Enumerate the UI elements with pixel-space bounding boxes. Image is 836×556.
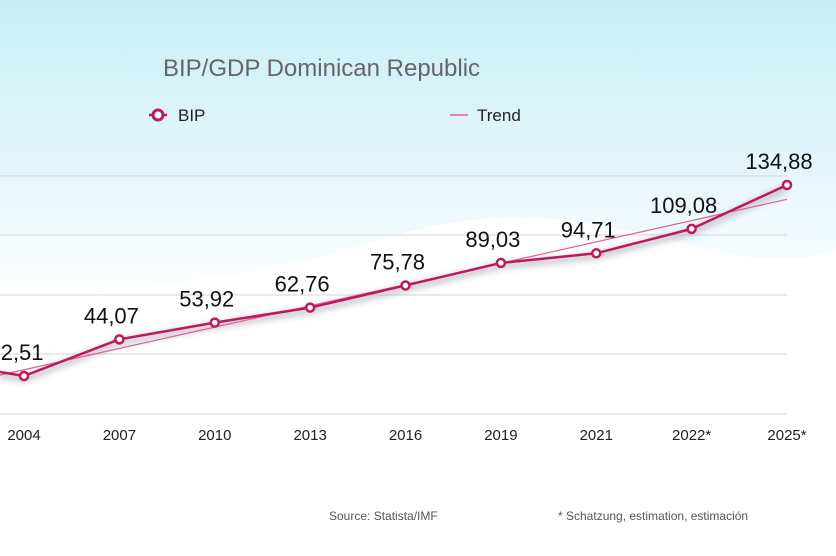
data-label: 62,76	[275, 272, 330, 297]
estimation-note: * Schatzung, estimation, estimación	[558, 509, 748, 523]
x-tick-label: 2021	[580, 427, 613, 444]
data-label: 44,07	[84, 303, 139, 328]
chart-title: BIP/GDP Dominican Republic	[163, 55, 480, 82]
data-point[interactable]	[781, 179, 793, 191]
data-label: 22,51	[0, 340, 44, 365]
data-point[interactable]	[304, 302, 316, 313]
data-point[interactable]	[400, 280, 411, 291]
data-label: 94,71	[561, 217, 616, 242]
x-tick-label: 2022*	[672, 427, 711, 444]
data-label: 53,92	[179, 287, 234, 312]
data-label: 75,78	[370, 249, 425, 274]
legend: BIP Trend	[149, 106, 521, 125]
series-bip-line	[0, 183, 788, 378]
x-tick-label: 2019	[484, 427, 517, 444]
series: 22,51 44,07 53,92 62,76 75,78 89,03 94,71 109,0…	[0, 149, 813, 384]
series-bip-shadow	[0, 184, 789, 384]
x-tick-label: 2013	[293, 427, 326, 444]
data-point[interactable]	[114, 334, 125, 345]
data-label: 134,88	[745, 149, 812, 174]
x-tick-label: 2025*	[767, 427, 806, 444]
x-tick-label: 2010	[198, 427, 231, 444]
x-axis: 2004 2007 2010 2013 2016 2019 2021 2022* 2025*	[7, 427, 806, 444]
legend-bip-marker	[151, 108, 165, 122]
data-label: 89,03	[465, 227, 520, 252]
legend-bip-label: BIP	[178, 106, 205, 125]
legend-item-trend: Trend	[450, 106, 521, 125]
x-tick-label: 2016	[389, 427, 422, 444]
legend-item-bip: BIP	[149, 106, 205, 125]
source-text: Source: Statista/IMF	[329, 509, 438, 523]
background-wave	[0, 0, 836, 300]
x-tick-label: 2007	[103, 427, 136, 444]
data-label: 109,08	[650, 193, 717, 218]
data-point[interactable]	[18, 370, 30, 382]
data-point[interactable]	[495, 257, 507, 269]
legend-trend-label: Trend	[477, 106, 521, 125]
data-point[interactable]	[686, 223, 697, 235]
data-point[interactable]	[209, 317, 220, 328]
gridlines	[0, 175, 787, 415]
x-tick-label: 2004	[7, 427, 40, 444]
data-point[interactable]	[591, 248, 602, 259]
